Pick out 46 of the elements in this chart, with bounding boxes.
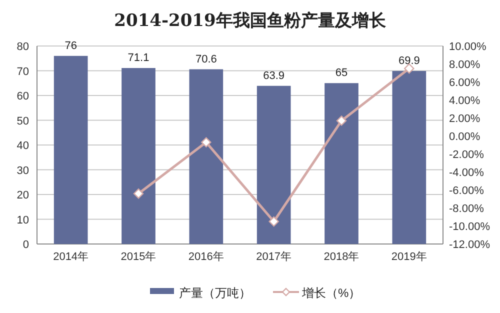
x-tick-label: 2018年 (324, 251, 360, 263)
y2-tick-label: -6.00% (449, 185, 484, 197)
y-tick-label: 30 (16, 164, 29, 177)
y2-tick-label: -10.00% (449, 221, 490, 233)
bar (122, 68, 156, 244)
x-tick-label: 2015年 (120, 251, 156, 263)
y-tick-label: 80 (16, 41, 29, 53)
y2-tick-label: 6.00% (449, 77, 480, 89)
point (201, 137, 212, 148)
x-tick-label: 2017年 (256, 251, 292, 263)
y2-tick-label: -12.00% (449, 239, 490, 251)
data-label: 65 (335, 67, 348, 80)
bar (54, 56, 88, 244)
bar (189, 69, 224, 244)
bar (256, 86, 291, 244)
x-tick-label: 2014年 (53, 251, 89, 263)
legend-label: 增长（%） (301, 286, 361, 300)
y2-tick-label: -4.00% (449, 167, 484, 179)
point (268, 216, 279, 227)
y2-tick-label: -8.00% (449, 203, 484, 215)
y-tick-label: 10 (16, 214, 29, 226)
y-tick-label: 70 (16, 66, 29, 78)
data-label: 69.9 (398, 55, 420, 67)
y-tick-label: 40 (16, 140, 29, 152)
y2-tick-label: 8.00% (449, 59, 480, 71)
x-tick-label: 2019年 (391, 251, 427, 263)
data-label: 71.1 (128, 52, 150, 64)
point (133, 188, 144, 199)
y2-tick-label: -2.00% (449, 149, 484, 161)
data-label: 63.9 (263, 70, 285, 82)
legend-label: 产量（万吨） (179, 286, 251, 300)
y2-tick-label: 4.00% (449, 95, 480, 107)
y2-tick-label: 10.00% (449, 41, 487, 53)
x-tick-label: 2016年 (188, 251, 224, 263)
point (336, 116, 347, 126)
y-tick-label: 20 (16, 190, 29, 202)
y2-tick-label: 2.00% (449, 113, 480, 125)
y-tick-label: 60 (16, 90, 29, 102)
data-label: 70.6 (195, 53, 217, 66)
chart-title: 2014-2019年我国鱼粉产量及增长 (114, 11, 387, 31)
bar (392, 71, 426, 244)
bar (324, 83, 358, 244)
y-tick-label: 0 (22, 239, 29, 251)
y-tick-label: 50 (16, 115, 29, 128)
data-label: 76 (64, 40, 77, 52)
y2-tick-label: 0.00% (449, 131, 480, 143)
